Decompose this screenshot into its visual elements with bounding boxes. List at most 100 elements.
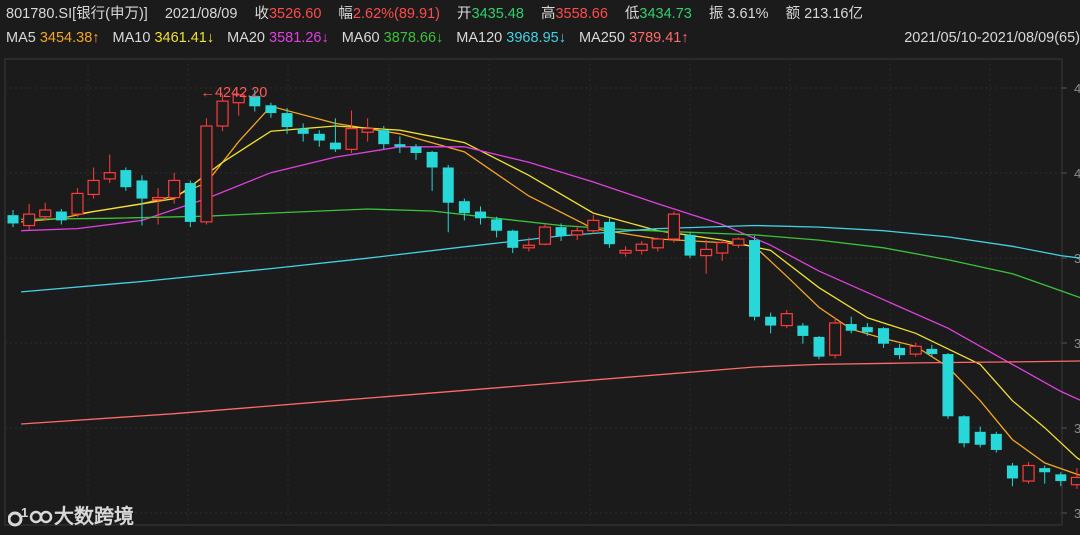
candle-body-down <box>684 234 696 256</box>
candle-body-up <box>39 209 52 218</box>
change-value: 2.62%(89.91) <box>352 6 440 22</box>
candle-body-up <box>200 125 213 223</box>
candle-body-down <box>281 113 293 128</box>
high-value: 3558.66 <box>555 6 608 22</box>
candle-body-up <box>829 322 842 356</box>
ma-value: 3789.41↑ <box>628 30 689 46</box>
close-label: 收 <box>254 6 269 22</box>
open-value: 3435.48 <box>471 6 524 22</box>
security-name: 801780.SI[银行(申万)] <box>6 6 148 22</box>
candle-body-down <box>297 128 309 134</box>
candle-body-down <box>7 215 19 224</box>
candle-body-down <box>491 219 503 231</box>
y-axis-tick-label: 3 <box>1074 421 1080 436</box>
ma-legend-item-ma120: MA120 3968.95↓ <box>456 30 566 46</box>
candle-body-up <box>538 226 552 245</box>
candle-body-up <box>651 238 664 249</box>
amount-value: 213.16亿 <box>804 6 863 22</box>
candle-body-down <box>474 211 486 219</box>
plot-frame <box>4 58 1063 526</box>
candle-body-up <box>700 248 713 257</box>
brand-logo: 1 大数跨境 <box>8 500 134 529</box>
high-label: 高 <box>540 6 556 22</box>
ma-label: MA10 <box>112 30 155 46</box>
candle-body-down <box>861 327 873 333</box>
candle-body-down <box>394 144 406 147</box>
low-label: 低 <box>624 6 640 22</box>
candle-body-up <box>168 179 181 199</box>
close-value: 3526.60 <box>268 6 322 22</box>
candle-body-down <box>845 324 857 331</box>
ma-legend-item-ma60: MA60 3878.66↓ <box>342 30 444 46</box>
amount-label: 额 <box>785 6 801 22</box>
candle-body-down <box>958 416 970 444</box>
candle-body-up <box>103 172 116 180</box>
ma-value: 3454.38↑ <box>39 30 100 46</box>
y-axis-tick-label: 4 <box>1074 81 1080 96</box>
low-value: 3434.73 <box>639 6 692 22</box>
candle-body-up <box>909 345 922 355</box>
candle-body-down <box>765 316 777 326</box>
ma-legend-item-ma20: MA20 3581.26↓ <box>227 30 329 46</box>
ma-value: 3581.26↓ <box>269 30 329 46</box>
candle-body-up <box>780 313 793 327</box>
candle-body-down <box>926 348 938 355</box>
candle-body-up <box>571 230 584 236</box>
max-price-annotation: ←4242.20 <box>200 85 267 101</box>
open-label: 开 <box>457 6 472 22</box>
candle-body-down <box>136 180 148 199</box>
ma-label: MA250 <box>578 30 629 46</box>
candle-body-down <box>1055 474 1067 482</box>
candle-body-down <box>942 354 954 417</box>
candle-body-down <box>894 347 906 356</box>
ma-legend-item-ma250: MA250 3789.41↑ <box>579 30 689 46</box>
svg-text:1: 1 <box>21 505 28 520</box>
amplitude-label: 振 <box>708 6 724 22</box>
y-axis-tick-label: 3 <box>1074 336 1080 351</box>
candle-body-up <box>522 244 535 249</box>
candle-body-up <box>667 213 681 240</box>
logo-icon: 1 <box>8 505 53 526</box>
candle-body-down <box>1006 465 1018 479</box>
candle-body-up <box>619 249 632 254</box>
y-axis-tick-label: 3 <box>1074 251 1080 266</box>
ma-label: MA60 <box>341 30 384 46</box>
candle-body-up <box>1070 476 1080 486</box>
candle-body-up <box>216 100 229 127</box>
quote-header: 801780.SI[银行(申万)] 2021/08/09 收3526.60 幅2… <box>6 3 1080 25</box>
quote-date: 2021/08/09 <box>164 6 238 22</box>
change-label: 幅 <box>338 6 353 22</box>
candle-body-up <box>232 94 245 104</box>
ma-value: 3968.95↓ <box>506 30 566 46</box>
candle-body-down <box>877 328 889 344</box>
candle-body-down <box>265 105 277 114</box>
ma-legend-item-ma5: MA5 3454.38↑ <box>6 30 100 46</box>
ma-line-ma250 <box>21 360 1080 425</box>
candle-body-up <box>345 128 358 150</box>
y-axis-tick-label: 4 <box>1074 166 1080 181</box>
ma-label: MA20 <box>227 30 270 46</box>
candle-body-down <box>1039 468 1051 473</box>
ma-line-ma60 <box>21 208 1080 299</box>
candle-body-down <box>329 142 341 150</box>
ma-value: 3878.66↓ <box>383 30 444 46</box>
candle-body-up <box>151 196 165 201</box>
candle-body-down <box>974 431 986 445</box>
candle-body-down <box>55 211 67 221</box>
date-range[interactable]: 2021/05/10-2021/08/09(65) <box>904 30 1080 46</box>
candle-body-up <box>87 179 100 196</box>
ma-label: MA5 <box>6 30 40 46</box>
candle-body-up <box>587 219 600 232</box>
candle-body-down <box>797 325 809 336</box>
ma-line-ma5 <box>21 105 1080 476</box>
candle-body-down <box>458 201 470 214</box>
y-axis-tick-label: 3 <box>1074 506 1080 521</box>
candle-body-down <box>184 183 196 222</box>
candle-body-down <box>410 146 422 153</box>
ma-line-ma120 <box>21 224 1080 293</box>
candle-body-up <box>716 242 729 254</box>
candle-body-down <box>442 167 454 203</box>
candle-body-down <box>426 151 438 168</box>
candle-body-up <box>361 128 374 133</box>
